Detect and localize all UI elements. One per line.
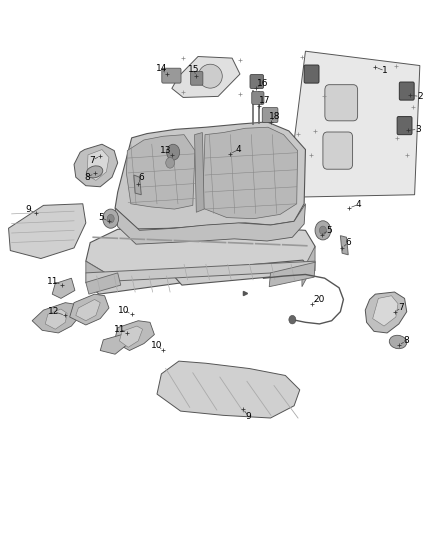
Text: 11: 11 [114, 325, 125, 334]
Text: 9: 9 [246, 412, 251, 421]
Polygon shape [86, 261, 111, 288]
Text: 15: 15 [188, 66, 199, 74]
Circle shape [319, 226, 326, 235]
Ellipse shape [198, 64, 222, 88]
Text: 8: 8 [403, 336, 409, 345]
FancyBboxPatch shape [162, 68, 181, 83]
Polygon shape [340, 236, 348, 255]
Circle shape [289, 316, 296, 324]
FancyBboxPatch shape [325, 85, 357, 121]
Polygon shape [202, 127, 297, 219]
Polygon shape [120, 326, 143, 348]
Polygon shape [76, 300, 100, 321]
FancyBboxPatch shape [262, 108, 278, 123]
Text: 17: 17 [259, 96, 271, 105]
FancyBboxPatch shape [397, 117, 412, 135]
FancyBboxPatch shape [399, 82, 414, 100]
Text: 7: 7 [399, 303, 404, 312]
Text: 2: 2 [417, 92, 423, 101]
Polygon shape [172, 56, 240, 98]
Polygon shape [302, 246, 315, 287]
Circle shape [166, 144, 180, 160]
Text: 16: 16 [257, 78, 268, 87]
Polygon shape [32, 303, 80, 333]
Polygon shape [134, 175, 141, 195]
Polygon shape [86, 272, 184, 294]
Polygon shape [86, 273, 121, 294]
Polygon shape [127, 135, 195, 209]
Polygon shape [87, 150, 109, 180]
Text: 6: 6 [138, 173, 144, 182]
Polygon shape [9, 204, 86, 259]
Polygon shape [115, 204, 305, 244]
Circle shape [315, 221, 331, 240]
Polygon shape [52, 278, 75, 298]
Polygon shape [115, 122, 305, 230]
Ellipse shape [389, 335, 407, 349]
FancyBboxPatch shape [323, 132, 353, 169]
Polygon shape [269, 262, 315, 287]
Text: 5: 5 [98, 213, 104, 222]
Text: 14: 14 [155, 64, 167, 73]
Text: 4: 4 [356, 200, 361, 209]
Polygon shape [45, 309, 67, 329]
Ellipse shape [86, 166, 103, 178]
Text: 12: 12 [48, 307, 60, 316]
Text: 11: 11 [46, 277, 58, 286]
Polygon shape [114, 321, 154, 351]
Circle shape [166, 158, 174, 168]
Text: 9: 9 [25, 205, 31, 214]
Text: 10: 10 [151, 341, 163, 350]
Circle shape [103, 209, 119, 228]
Polygon shape [74, 144, 118, 187]
Text: 6: 6 [345, 238, 351, 247]
Circle shape [107, 214, 114, 223]
Polygon shape [157, 361, 300, 418]
Polygon shape [86, 261, 315, 282]
Polygon shape [170, 260, 314, 285]
FancyBboxPatch shape [191, 71, 203, 85]
Text: 3: 3 [415, 125, 420, 134]
Polygon shape [373, 296, 398, 326]
Text: 20: 20 [313, 295, 324, 304]
Text: 7: 7 [89, 156, 95, 165]
FancyBboxPatch shape [252, 92, 264, 104]
FancyBboxPatch shape [250, 75, 264, 88]
Text: 5: 5 [326, 226, 332, 235]
Polygon shape [365, 292, 407, 333]
FancyBboxPatch shape [304, 65, 319, 83]
Text: 13: 13 [160, 146, 172, 155]
Text: 10: 10 [118, 305, 130, 314]
Polygon shape [283, 51, 420, 197]
Polygon shape [194, 133, 204, 212]
Polygon shape [70, 294, 109, 325]
Text: 4: 4 [236, 145, 241, 154]
Text: 1: 1 [382, 67, 388, 75]
Text: 18: 18 [269, 112, 281, 121]
Polygon shape [100, 335, 127, 354]
Text: 8: 8 [84, 173, 90, 182]
Polygon shape [86, 227, 315, 276]
